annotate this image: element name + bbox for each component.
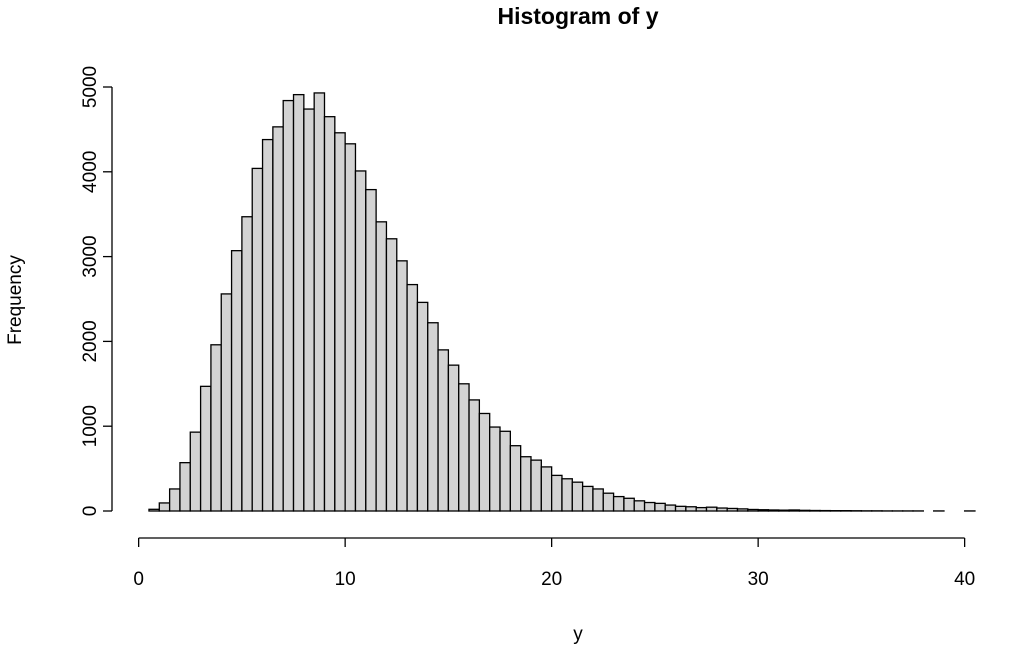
x-tick-label: 20 [541, 569, 562, 590]
bar [510, 446, 520, 511]
bar [562, 479, 572, 511]
bar [283, 101, 293, 511]
bar [438, 350, 448, 511]
bar [583, 486, 593, 511]
bar [190, 432, 200, 511]
bar [572, 482, 582, 511]
bar [232, 251, 242, 511]
bar [799, 510, 809, 511]
bar [603, 493, 613, 511]
bar [366, 190, 376, 511]
x-tick-label: 10 [335, 569, 356, 590]
y-axis-label: Frequency [5, 255, 26, 345]
bar [552, 475, 562, 511]
bar [727, 508, 737, 511]
x-tick-label: 0 [133, 569, 144, 590]
bar [676, 506, 686, 511]
bar [407, 285, 417, 511]
bar [686, 507, 696, 511]
bar [242, 217, 252, 511]
x-axis-label: y [573, 624, 583, 645]
bar [211, 345, 221, 511]
bar [355, 171, 365, 511]
bar [758, 510, 768, 511]
bar [500, 431, 510, 511]
bar [717, 508, 727, 511]
bar [294, 95, 304, 511]
bar [779, 510, 789, 511]
bar [531, 460, 541, 511]
bar [304, 109, 314, 511]
bar [490, 427, 500, 511]
bar [263, 140, 273, 511]
y-tick-label: 4000 [80, 151, 101, 193]
bar [201, 386, 211, 511]
x-tick-label: 40 [954, 569, 975, 590]
y-tick-label: 1000 [80, 405, 101, 447]
bar [737, 509, 747, 511]
bar [696, 508, 706, 511]
bar [768, 510, 778, 511]
bar [479, 413, 489, 511]
bar [324, 117, 334, 511]
bar [345, 144, 355, 511]
bar [789, 510, 799, 511]
chart-title: Histogram of y [497, 3, 658, 29]
bar [614, 497, 624, 511]
bar [655, 503, 665, 511]
y-tick-label: 3000 [80, 235, 101, 277]
bar [221, 294, 231, 511]
bar [335, 133, 345, 511]
y-tick-label: 5000 [80, 66, 101, 108]
bar [665, 505, 675, 511]
bar [448, 365, 458, 511]
bar [386, 239, 396, 511]
bar [149, 509, 159, 511]
bar [469, 400, 479, 511]
bar [645, 503, 655, 511]
bar [810, 510, 820, 511]
bar [707, 507, 717, 511]
y-tick-label: 2000 [80, 320, 101, 362]
bar [397, 261, 407, 511]
bar [273, 127, 283, 511]
bar [541, 467, 551, 511]
bar [459, 384, 469, 511]
bar [748, 509, 758, 511]
bar [180, 463, 190, 511]
bar [521, 457, 531, 511]
bar [428, 323, 438, 511]
bar [417, 302, 427, 511]
bar [634, 501, 644, 511]
bar [376, 222, 386, 511]
y-tick-label: 0 [80, 506, 101, 517]
bar [170, 489, 180, 511]
bar [159, 503, 169, 511]
x-tick-label: 30 [748, 569, 769, 590]
bar [252, 168, 262, 511]
bar [624, 498, 634, 511]
bar [593, 489, 603, 511]
bar [314, 93, 324, 511]
